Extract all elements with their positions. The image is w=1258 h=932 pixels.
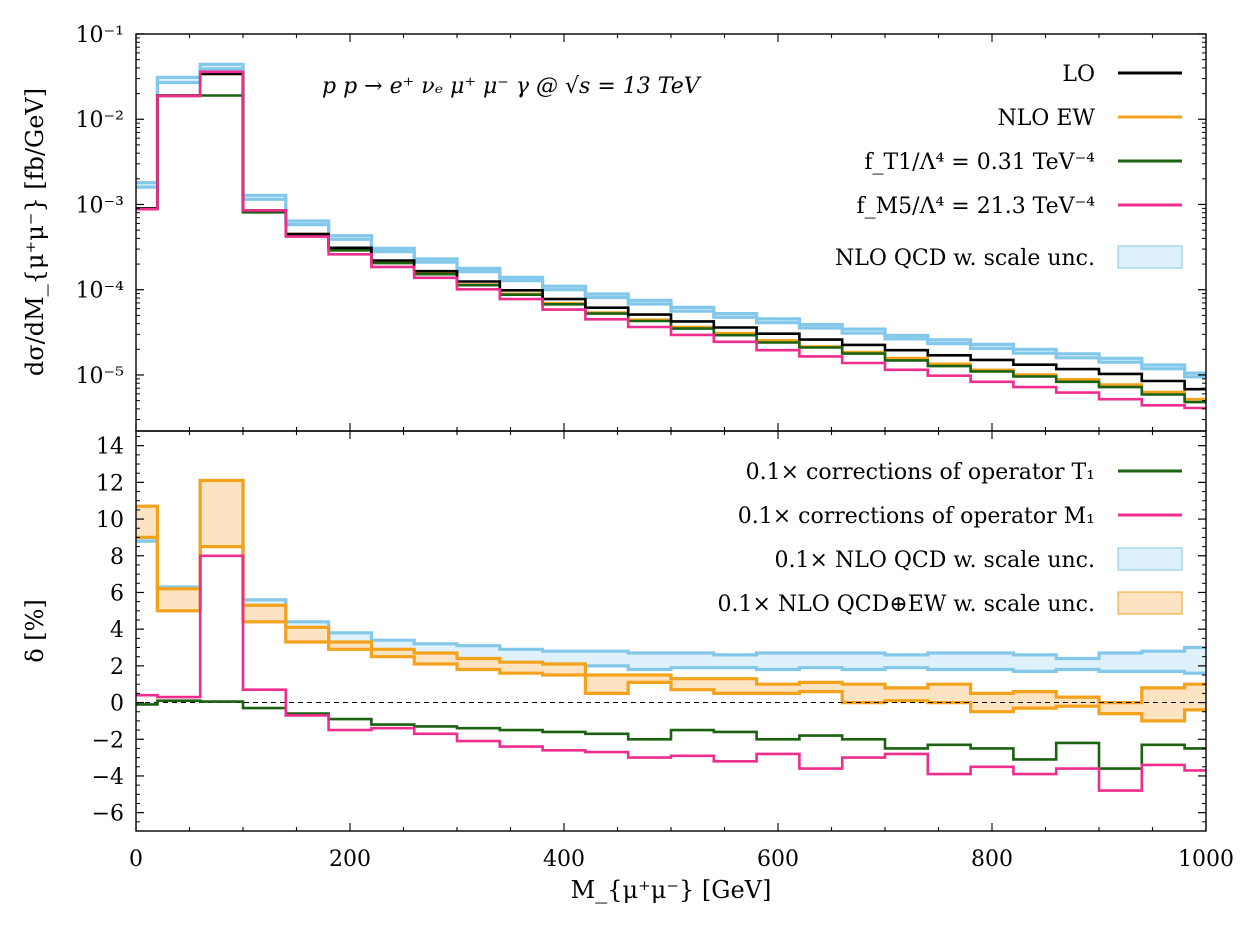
- bottom-y-tick-label: 4: [110, 618, 124, 643]
- bottom-band-0-1-nlo-qcd-ew-w-scale-unc-lower-edge: [136, 535, 1206, 723]
- top-title: p p → e⁺ νₑ μ⁺ μ⁻ γ @ √s = 13 TeV: [322, 74, 702, 99]
- bottom-band-layer: [136, 478, 1206, 723]
- bottom-legend-swatch-0-1-nlo-qcd-ew-w-scale-unc: [1117, 591, 1183, 615]
- bottom-y-tick-label: 14: [96, 435, 124, 460]
- top-line-f-m5-21-3-tev: [136, 70, 1206, 410]
- bottom-y-tick-label: 12: [96, 471, 124, 496]
- top-legend-swatch-band: [1117, 245, 1183, 269]
- bottom-legend-swatch-0-1-nlo-qcd-w-scale-unc: [1117, 547, 1183, 571]
- x-tick-label: 200: [329, 847, 371, 872]
- top-y-axis-label: dσ/dM_{μ⁺μ⁻} [fb/GeV]: [21, 88, 49, 376]
- x-tick-label: 800: [971, 847, 1013, 872]
- top-tick-layer: 10⁻¹ 10⁻² 10⁻³ 10⁻⁴ 10⁻⁵: [76, 23, 1207, 431]
- x-tick-label: 0: [129, 847, 143, 872]
- bottom-legend-label-0-1-corrections-of-operator-t: 0.1× corrections of operator T₁: [746, 460, 1095, 485]
- bottom-legend-label-0-1-corrections-of-operator-m: 0.1× corrections of operator M₁: [738, 504, 1095, 529]
- x-tick-label: 1000: [1178, 847, 1234, 872]
- bottom-line-0-1-corrections-of-operator-m: [136, 554, 1206, 792]
- bottom-line-0-1-corrections-of-operator-t: [136, 699, 1206, 770]
- bottom-y-tick-label: −6: [92, 802, 124, 827]
- x-axis-label: M_{μ⁺μ⁻} [GeV]: [571, 876, 772, 904]
- top-y-tick-label: 10⁻²: [76, 108, 124, 133]
- bottom-y-tick-label: −2: [92, 728, 124, 753]
- bottom-series-layer: [136, 554, 1206, 792]
- top-y-tick-label: 10⁻³: [76, 193, 124, 218]
- x-tick-label: 400: [543, 847, 585, 872]
- top-legend-label-f-m5-21-3-tev: f_M5/Λ⁴ = 21.3 TeV⁻⁴: [857, 194, 1096, 219]
- bottom-y-tick-label: 6: [110, 581, 124, 606]
- bottom-legend-label-0-1-nlo-qcd-ew-w-scale-unc: 0.1× NLO QCD⊕EW w. scale unc.: [717, 592, 1095, 617]
- x-tick-label: 600: [757, 847, 799, 872]
- bottom-y-tick-label: 2: [110, 655, 124, 680]
- top-series-layer: [136, 70, 1206, 410]
- bottom-band-0-1-nlo-qcd-ew-w-scale-unc-upper-edge: [136, 478, 1206, 705]
- bottom-legend: 0.1× corrections of operator T₁ 0.1× corr…: [717, 460, 1183, 617]
- bottom-y-tick-label: 10: [96, 508, 124, 533]
- top-band-nlo-qcd-w-scale-unc-lower-edge: [136, 67, 1206, 379]
- top-legend-label-lo: LO: [1062, 62, 1095, 87]
- top-y-tick-label: 10⁻⁵: [76, 364, 124, 389]
- top-line-lo: [136, 72, 1206, 391]
- top-legend: LO NLO EW f_T1/Λ⁴ = 0.31 TeV⁻⁴ f_M5/Λ⁴ = 21…: [835, 62, 1183, 271]
- top-y-tick-label: 10⁻⁴: [76, 279, 125, 304]
- bottom-y-axis-label: δ [%]: [21, 599, 49, 663]
- bottom-legend-label-0-1-nlo-qcd-w-scale-unc: 0.1× NLO QCD w. scale unc.: [775, 548, 1095, 573]
- bottom-y-tick-label: −4: [92, 765, 124, 790]
- top-legend-label-f-t1-0-31-tev: f_T1/Λ⁴ = 0.31 TeV⁻⁴: [864, 150, 1095, 175]
- top-legend-label-band: NLO QCD w. scale unc.: [835, 246, 1095, 271]
- top-y-tick-label: 10⁻¹: [76, 23, 124, 48]
- top-band-layer: [136, 62, 1206, 379]
- bottom-y-tick-label: 8: [110, 545, 124, 570]
- top-legend-label-nlo-ew: NLO EW: [997, 106, 1095, 131]
- top-panel: 10⁻¹ 10⁻² 10⁻³ 10⁻⁴ 10⁻⁵ p p → e⁺ νₑ μ⁺ μ⁻ γ…: [21, 23, 1207, 432]
- bottom-y-tick-label: 0: [110, 692, 124, 717]
